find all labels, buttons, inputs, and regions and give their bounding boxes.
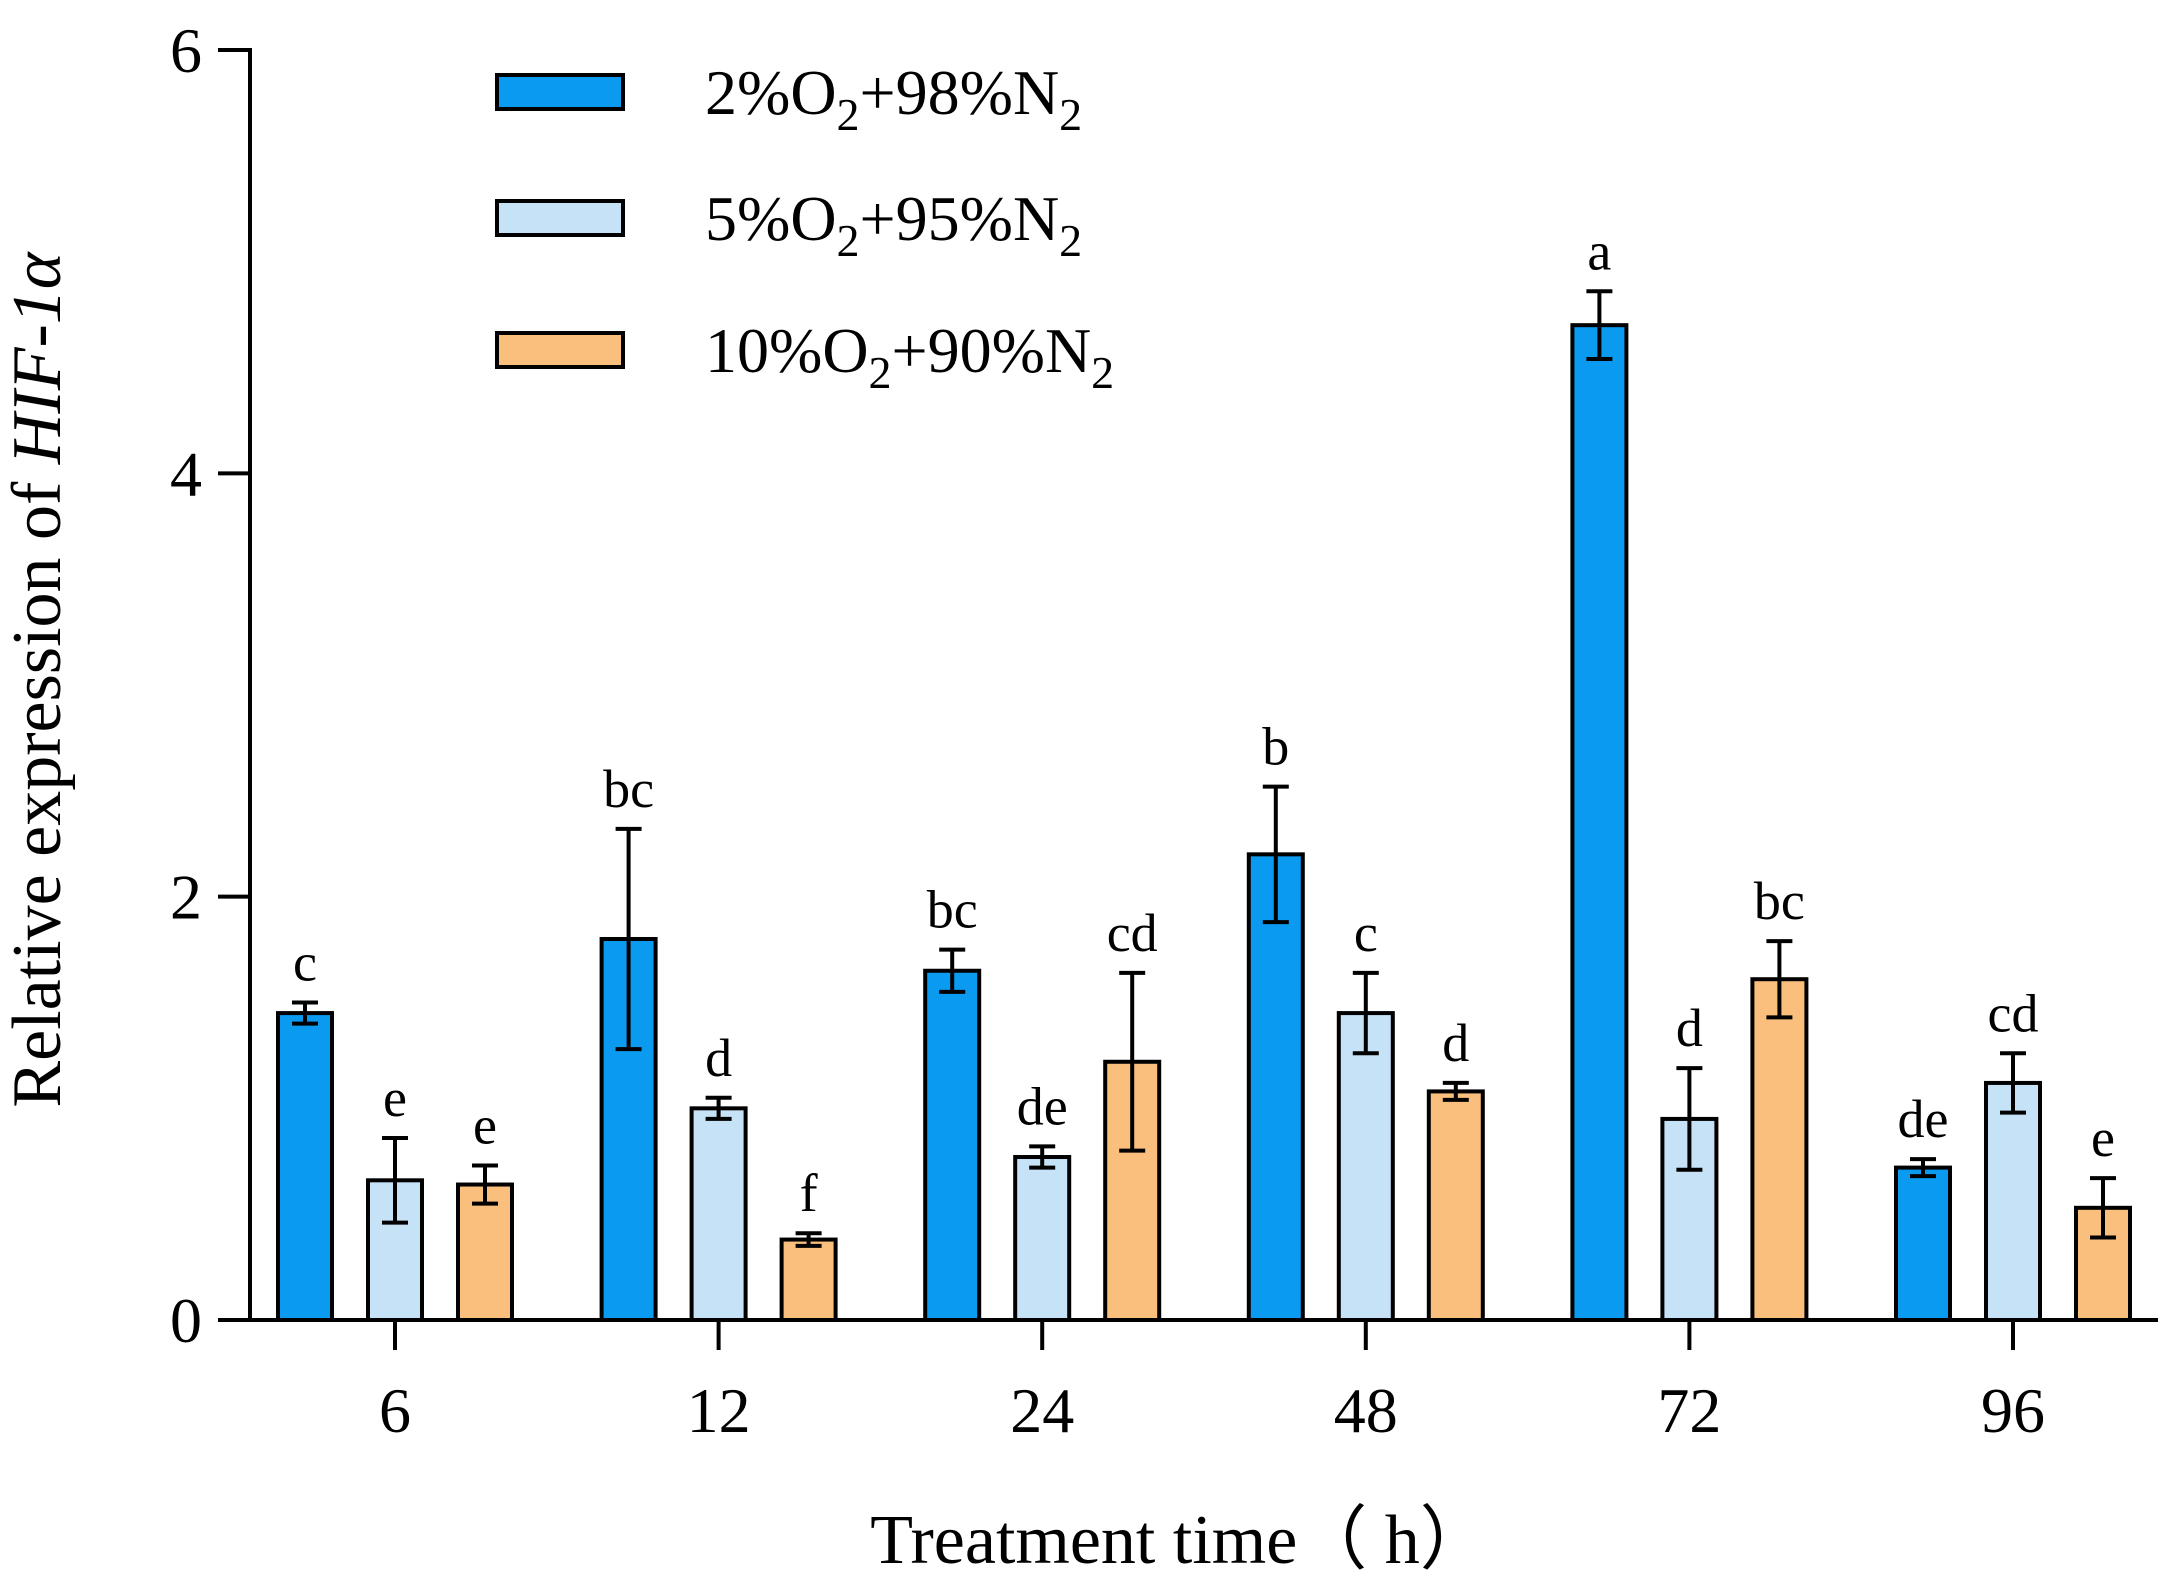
significance-label-s3-6: e — [473, 1095, 497, 1155]
significance-label-s1-24: bc — [927, 880, 978, 940]
significance-label-s2-48: c — [1354, 903, 1378, 963]
x-axis-title: Treatment time（ h） — [870, 1502, 1490, 1579]
legend-swatch-1 — [495, 73, 625, 111]
bar-s2-96 — [1984, 1080, 2042, 1323]
y-tick-label-6: 6 — [170, 15, 202, 86]
error-bar-s1-96 — [1910, 1157, 1936, 1179]
bar-s3-6 — [456, 1182, 514, 1322]
bar-s2-48 — [1336, 1011, 1395, 1322]
bar-s3-12 — [779, 1237, 838, 1322]
error-bar-s1-12 — [615, 826, 642, 1052]
bar-s1-48 — [1246, 852, 1305, 1322]
significance-label-s1-48: b — [1262, 717, 1289, 777]
bar-s2-12 — [689, 1106, 748, 1323]
error-bar-s2-24 — [1029, 1144, 1056, 1170]
significance-label-s3-72: bc — [1754, 871, 1805, 931]
significance-label-s1-6: c — [293, 933, 317, 993]
y-tick-label-4: 4 — [170, 438, 202, 509]
significance-label-s2-72: d — [1676, 998, 1703, 1058]
error-bar-s3-6 — [472, 1163, 498, 1206]
significance-label-s3-48: d — [1442, 1013, 1469, 1073]
error-bar-s1-6 — [292, 1000, 318, 1026]
x-tick-label-72: 72 — [1657, 1375, 1721, 1446]
significance-label-s1-72: a — [1587, 221, 1611, 281]
x-tick-label-96: 96 — [1981, 1375, 2045, 1446]
significance-label-s3-24: cd — [1107, 903, 1158, 963]
significance-label-s2-96: cd — [1988, 983, 2039, 1043]
error-bar-s3-12 — [795, 1231, 822, 1248]
bar-s3-48 — [1426, 1089, 1485, 1323]
x-tick-label-48: 48 — [1334, 1375, 1398, 1446]
bar-s1-24 — [923, 968, 982, 1322]
bar-s1-6 — [276, 1011, 334, 1322]
y-tick-label-2: 2 — [170, 862, 202, 933]
error-bar-s2-72 — [1676, 1066, 1703, 1172]
significance-label-s3-96: e — [2091, 1108, 2115, 1168]
y-axis-title-prefix: Relative expression of — [0, 464, 76, 1107]
error-bar-s3-96 — [2090, 1176, 2116, 1240]
bar-s3-72 — [1750, 977, 1809, 1322]
significance-label-s1-12: bc — [603, 759, 654, 819]
legend-label-1: 2%O2+98%N2 — [705, 57, 1082, 140]
legend: 2%O2+98%N2 5%O2+95%N2 10%O2+90%N2 — [495, 57, 1114, 398]
significance-label-s2-12: d — [705, 1028, 732, 1088]
bar-s1-72 — [1570, 323, 1629, 1322]
significance-label-s2-6: e — [383, 1068, 407, 1128]
significance-label-s1-96: de — [1898, 1089, 1949, 1149]
significance-label-s3-12: f — [800, 1163, 818, 1223]
error-bar-s2-48 — [1352, 970, 1379, 1056]
error-bar-s1-24 — [939, 947, 966, 994]
error-bar-s3-24 — [1119, 970, 1146, 1153]
error-bar-s2-12 — [705, 1095, 732, 1121]
error-bar-s1-72 — [1586, 289, 1613, 362]
x-tick-label-6: 6 — [379, 1375, 411, 1446]
bar-s2-24 — [1013, 1155, 1072, 1323]
error-bar-s1-48 — [1262, 784, 1289, 925]
legend-swatch-3 — [495, 331, 625, 369]
error-bar-s2-6 — [382, 1135, 408, 1225]
significance-label-s2-24: de — [1017, 1076, 1068, 1136]
legend-label-3: 10%O2+90%N2 — [705, 315, 1114, 398]
x-tick-label-12: 12 — [687, 1375, 751, 1446]
legend-swatch-2 — [495, 199, 625, 237]
error-bar-s2-96 — [2000, 1051, 2026, 1115]
bar-s1-96 — [1894, 1165, 1952, 1322]
y-axis-title-gene: HIF-1α — [0, 251, 76, 465]
error-bar-s3-48 — [1442, 1080, 1469, 1102]
legend-label-2: 5%O2+95%N2 — [705, 183, 1082, 266]
x-tick-label-24: 24 — [1010, 1375, 1074, 1446]
y-tick-label-0: 0 — [170, 1285, 202, 1356]
error-bar-s3-72 — [1766, 939, 1793, 1020]
y-axis-title: Relative expression of HIF-1α — [0, 251, 76, 1107]
